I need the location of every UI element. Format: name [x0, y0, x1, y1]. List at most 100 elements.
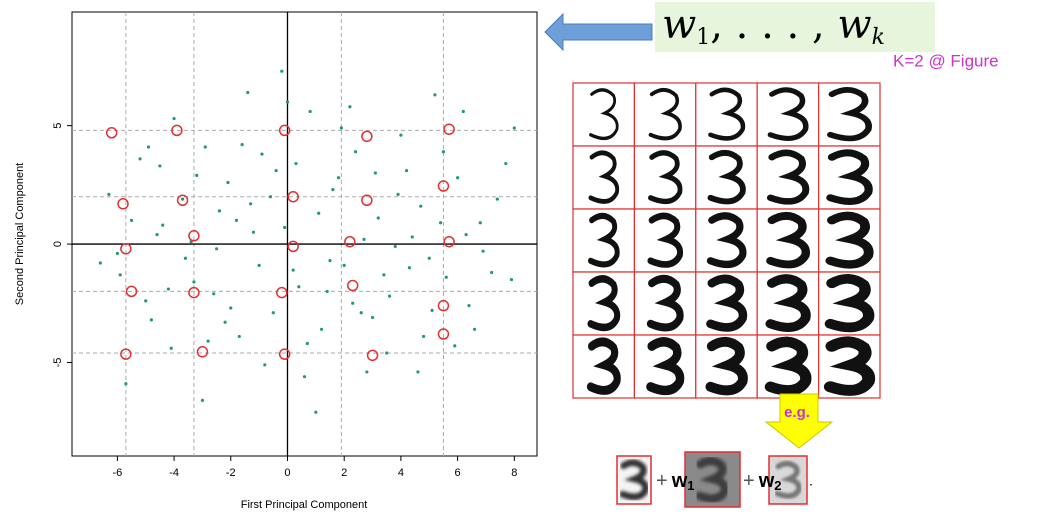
point	[373, 171, 377, 175]
term: + w2	[743, 470, 781, 493]
point	[419, 204, 423, 208]
point	[509, 277, 514, 282]
x-tick-label: -2	[226, 467, 236, 479]
grid-sample	[437, 299, 450, 312]
point	[251, 230, 256, 234]
point	[237, 334, 241, 339]
point	[107, 192, 111, 196]
point	[158, 164, 162, 168]
digit-grid	[572, 82, 881, 399]
point	[325, 289, 329, 294]
point	[461, 109, 465, 114]
point	[504, 161, 508, 166]
point	[473, 327, 477, 331]
point	[180, 197, 185, 201]
point	[146, 145, 151, 149]
formula-background	[655, 2, 935, 52]
point	[144, 299, 148, 303]
point	[124, 382, 128, 386]
term: + w1	[656, 470, 694, 493]
y-axis-label: Second Principal Component	[14, 163, 26, 305]
point	[427, 256, 431, 260]
point	[387, 294, 392, 298]
formula-dots: , . . . ,	[710, 2, 837, 48]
point	[478, 221, 482, 225]
term-sub: 2	[774, 478, 781, 493]
point	[308, 109, 312, 114]
point	[257, 263, 261, 267]
point	[206, 339, 210, 343]
point	[404, 169, 409, 173]
point	[385, 351, 389, 355]
term-var: w	[671, 470, 688, 492]
point	[166, 287, 171, 291]
point	[407, 266, 412, 270]
top-formula: w1, . . . , wk	[544, 2, 935, 52]
grid-sample	[366, 349, 379, 362]
point	[348, 105, 352, 109]
x-axis-label: First Principal Component	[241, 499, 368, 511]
point	[328, 259, 332, 263]
y-tick-label: -5	[52, 358, 64, 368]
period: .	[809, 473, 813, 489]
y-tick-label: 5	[52, 123, 64, 129]
point	[203, 145, 207, 149]
point	[467, 304, 471, 308]
grid-sample	[276, 286, 288, 299]
point	[353, 150, 358, 154]
point	[98, 261, 102, 265]
grid-sample	[120, 243, 132, 255]
point	[172, 116, 176, 121]
point	[217, 209, 222, 213]
point	[149, 318, 153, 322]
x-tick-label: 4	[398, 467, 404, 479]
point	[382, 273, 386, 277]
x-tick-label: -4	[169, 467, 179, 479]
point	[430, 308, 434, 312]
point	[192, 280, 196, 284]
point	[399, 133, 403, 137]
point	[490, 270, 494, 275]
point	[314, 410, 318, 414]
point	[138, 157, 142, 161]
grid-sample	[120, 348, 132, 360]
point	[319, 327, 324, 331]
grid-sample	[188, 286, 200, 299]
point	[183, 256, 188, 260]
point	[362, 237, 366, 241]
point	[456, 176, 460, 180]
point	[271, 311, 275, 315]
x-tick-label: -6	[112, 467, 122, 479]
point	[444, 275, 448, 279]
point	[195, 173, 199, 177]
point	[215, 247, 219, 251]
point	[246, 90, 250, 95]
grid-sample	[287, 240, 299, 253]
point	[317, 211, 321, 215]
formula-var: w	[837, 2, 871, 48]
grid-sample	[361, 194, 373, 207]
point	[200, 398, 205, 402]
point	[263, 363, 267, 367]
grid-sample	[344, 235, 356, 248]
grid-sample	[125, 285, 138, 298]
point	[283, 225, 287, 230]
point	[285, 100, 290, 104]
grid-sample	[117, 198, 129, 210]
point	[512, 126, 516, 130]
grid-sample	[196, 346, 209, 358]
grid-sample	[443, 123, 455, 135]
point	[331, 188, 335, 192]
point	[339, 126, 343, 130]
point	[359, 311, 363, 315]
point	[291, 268, 295, 272]
formula-sub: k	[872, 25, 885, 50]
point	[274, 169, 278, 173]
term-var: w	[758, 470, 775, 492]
point	[351, 301, 355, 305]
arrow-down	[764, 393, 834, 449]
point	[155, 232, 159, 237]
point	[302, 375, 307, 379]
x-tick-label: 8	[511, 467, 517, 479]
